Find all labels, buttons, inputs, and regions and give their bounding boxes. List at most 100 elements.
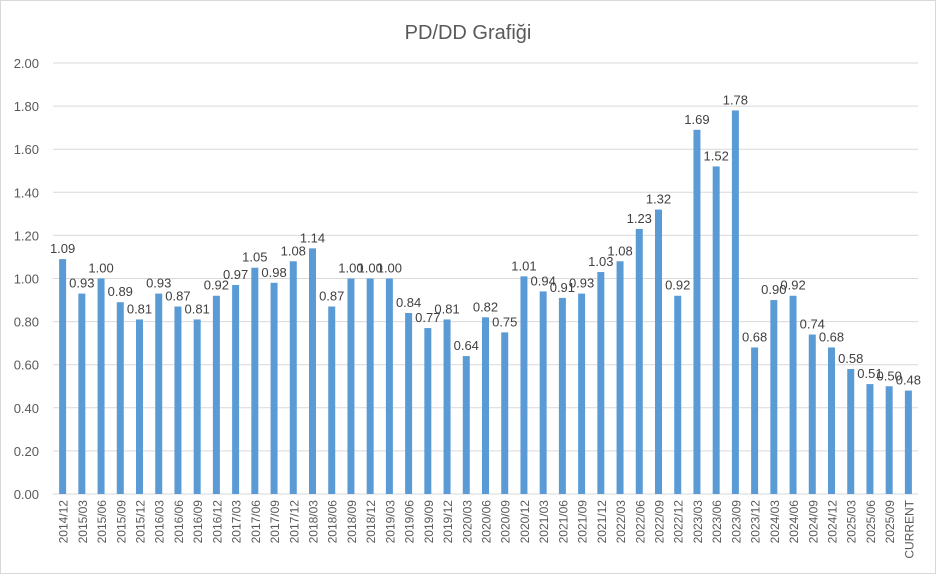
x-tick-label: 2020/09 (499, 500, 513, 544)
x-tick-label: 2025/09 (883, 500, 897, 544)
bar (59, 259, 67, 494)
data-label: 0.81 (127, 301, 152, 316)
x-tick-label: 2016/09 (191, 500, 205, 544)
bar (616, 261, 624, 494)
data-label: 0.98 (261, 265, 286, 280)
x-tick-label: 2018/12 (364, 500, 378, 544)
data-label: 1.00 (338, 261, 363, 276)
x-tick-label: 2025/06 (864, 500, 878, 544)
bar (347, 278, 355, 494)
data-label: 0.84 (396, 295, 421, 310)
x-tick-label: 2023/12 (749, 500, 763, 544)
x-tick-label: 2018/06 (326, 500, 340, 544)
bar (116, 302, 124, 494)
x-tick-label: 2022/06 (633, 500, 647, 544)
x-tick-label: 2019/06 (403, 500, 417, 544)
bar (482, 317, 489, 494)
x-tick-label: 2018/09 (345, 500, 359, 544)
data-label: 0.87 (319, 289, 344, 304)
data-label: 1.00 (358, 261, 383, 276)
data-label: 0.77 (415, 310, 440, 325)
data-label: 1.09 (50, 241, 75, 256)
x-tick-label: 2021/09 (576, 500, 590, 544)
bar (847, 369, 855, 494)
x-tick-label: 2024/06 (787, 500, 801, 544)
bar (904, 390, 912, 494)
bar (558, 297, 566, 494)
data-label: 1.23 (627, 211, 652, 226)
data-label: 0.93 (69, 276, 94, 291)
bar (789, 295, 797, 494)
x-tick-label: 2021/03 (537, 500, 551, 544)
bar (731, 110, 739, 494)
bar (174, 306, 182, 494)
x-tick-label: 2023/06 (710, 500, 724, 544)
x-tick-label: 2023/09 (729, 500, 743, 544)
data-label: 0.68 (742, 329, 767, 344)
data-label: 0.74 (800, 317, 825, 332)
data-label: 0.48 (896, 373, 921, 388)
x-tick-label: 2015/06 (95, 500, 109, 544)
bar (885, 386, 893, 494)
bar (501, 332, 509, 494)
x-tick-label: 2017/03 (230, 500, 244, 544)
data-label: 1.05 (242, 250, 267, 265)
x-tick-label: 2020/12 (518, 500, 532, 544)
y-tick-label: 1.20 (14, 228, 39, 243)
bar (405, 312, 413, 494)
bar (578, 293, 586, 494)
bar (270, 282, 278, 494)
bar (424, 328, 432, 494)
y-tick-label: 0.80 (14, 315, 39, 330)
bar (366, 278, 374, 494)
bar (770, 300, 778, 494)
data-label: 0.90 (761, 282, 786, 297)
data-label: 0.51 (857, 366, 882, 381)
y-tick-label: 0.40 (14, 401, 39, 416)
data-label: 1.69 (684, 112, 709, 127)
bar (328, 306, 336, 494)
data-label: 1.78 (723, 92, 748, 107)
chart-title: PD/DD Grafiği (405, 22, 532, 44)
data-label: 1.01 (511, 258, 536, 273)
data-label: 0.93 (146, 276, 171, 291)
data-label: 1.00 (88, 261, 113, 276)
x-tick-label: 2019/12 (441, 500, 455, 544)
y-tick-label: 0.60 (14, 358, 39, 373)
data-label: 0.81 (434, 301, 459, 316)
data-label: 0.92 (780, 278, 805, 293)
y-tick-label: 2.00 (14, 56, 39, 71)
y-tick-label: 1.80 (14, 99, 39, 114)
data-label: 0.50 (877, 368, 902, 383)
data-label: 0.87 (165, 289, 190, 304)
x-tick-label: 2021/12 (595, 500, 609, 544)
x-tick-label: 2019/03 (383, 500, 397, 544)
bar (289, 261, 297, 494)
y-tick-label: 0.20 (14, 444, 39, 459)
x-tick-label: 2021/06 (556, 500, 570, 544)
bar (309, 248, 316, 494)
bar (251, 267, 259, 494)
x-tick-label: 2015/09 (114, 500, 128, 544)
data-label: 0.89 (108, 284, 133, 299)
bar (155, 293, 163, 494)
x-tick-label: 2016/06 (172, 500, 186, 544)
bar (674, 295, 682, 494)
x-tick-label: 2024/12 (826, 500, 840, 544)
x-tick-label: 2022/03 (614, 500, 628, 544)
bar (635, 228, 643, 494)
bar (866, 384, 874, 494)
x-tick-label: 2025/03 (845, 500, 859, 544)
data-label: 0.91 (550, 280, 575, 295)
bar (712, 166, 720, 494)
data-label: 0.58 (838, 351, 863, 366)
bar (808, 334, 816, 494)
x-tick-label: 2022/12 (672, 500, 686, 544)
y-tick-label: 1.60 (14, 142, 39, 157)
bar (539, 291, 547, 494)
data-label: 0.97 (223, 267, 248, 282)
data-label: 1.00 (377, 261, 402, 276)
bar (655, 209, 662, 495)
